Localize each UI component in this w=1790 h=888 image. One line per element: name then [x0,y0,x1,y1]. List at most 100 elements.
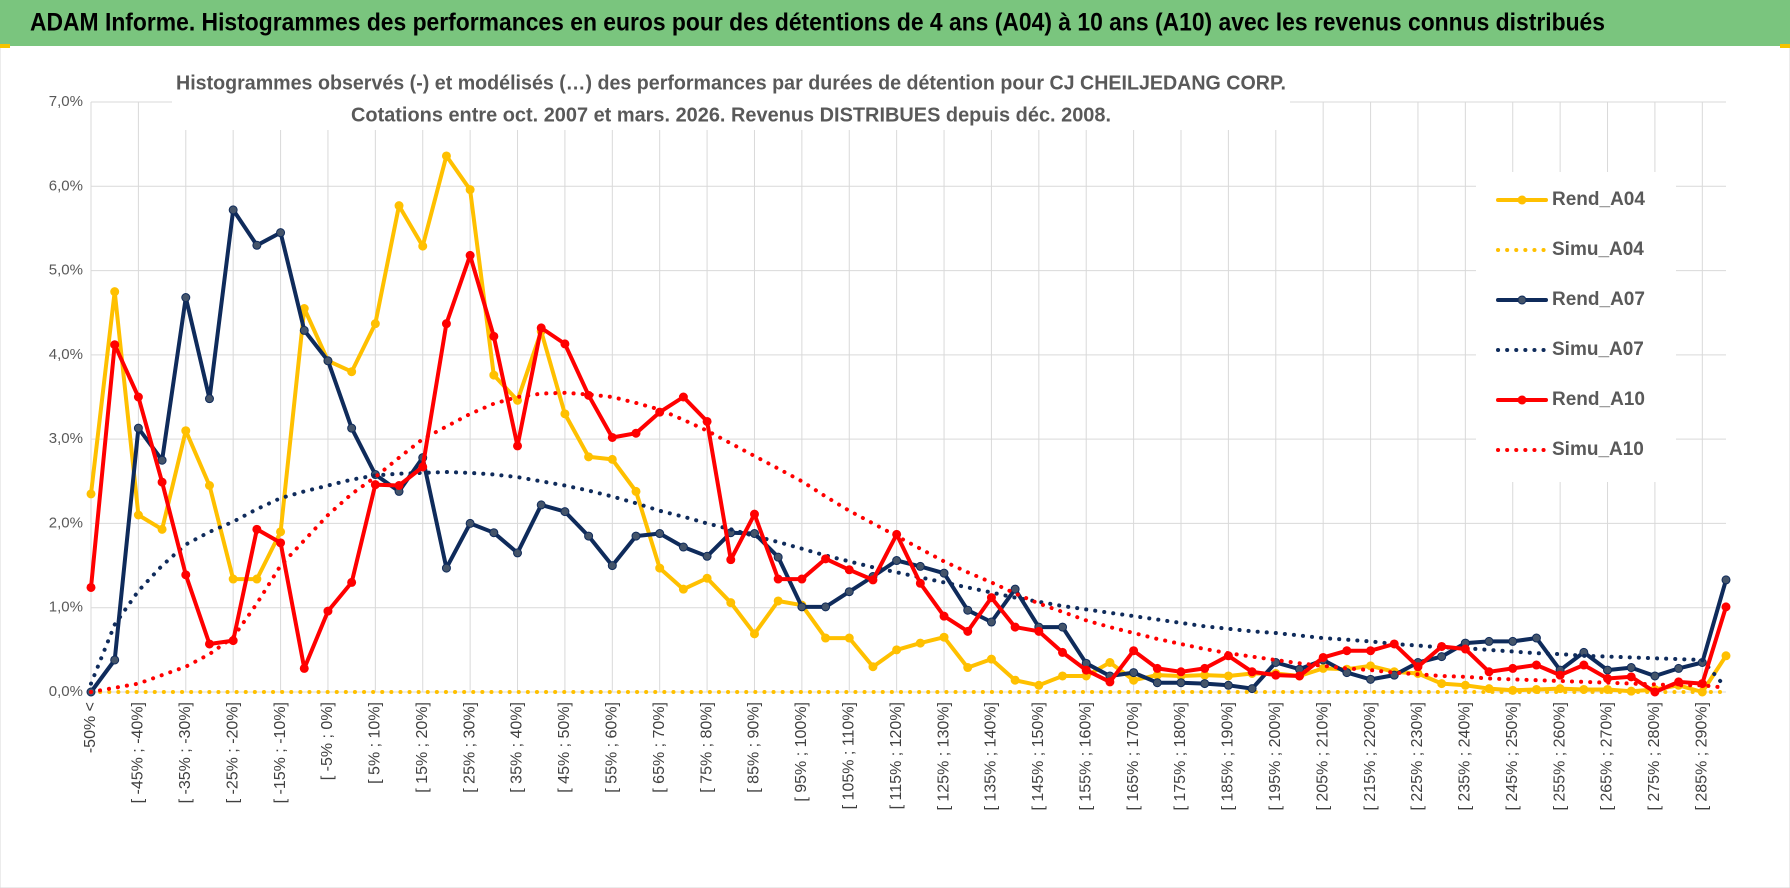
data-point [157,455,167,465]
data-point [86,489,96,499]
x-tick-label: [ 25% ; 30%] [461,702,478,793]
data-point [773,596,783,606]
y-tick-label: 1,0% [49,599,83,616]
data-point [1555,684,1565,694]
data-point [1200,663,1210,673]
data-point [773,552,783,562]
data-point [607,561,617,571]
data-point [1058,622,1068,632]
data-point [370,319,380,329]
x-tick-label: [ 15% ; 20%] [414,702,431,793]
data-point [986,654,996,664]
data-point [1650,671,1660,681]
x-tick-label: [ -25% ; -20%] [224,702,241,803]
data-point [1484,636,1494,646]
legend-label: Simu_A10 [1552,439,1644,460]
data-point [560,409,570,419]
data-point [797,574,807,584]
data-point [252,574,262,584]
data-point [844,587,854,597]
data-point [726,555,736,565]
x-tick-label: [ 105% ; 110%] [840,702,857,809]
data-point [821,633,831,643]
data-point [773,574,783,584]
y-tick-label: 5,0% [49,262,83,279]
y-tick-label: 7,0% [49,93,83,110]
data-point [1366,646,1376,656]
x-tick-label: [ 115% ; 120%] [888,702,905,809]
x-tick-label: [ 155% ; 160%] [1077,702,1094,811]
data-point [347,367,357,377]
data-point [1010,584,1020,594]
data-point [1721,602,1731,612]
legend-label: Rend_A10 [1552,389,1645,410]
data-point [1247,684,1257,694]
data-point [607,454,617,464]
data-point [1034,680,1044,690]
x-tick-label: [ -35% ; -30%] [177,702,194,803]
data-point [489,528,499,538]
data-point [86,582,96,592]
x-tick-label: [ 195% ; 200%] [1267,702,1284,811]
x-tick-label: [ 75% ; 80%] [698,702,715,793]
data-point [299,663,309,673]
data-point [204,481,214,490]
data-point [1200,679,1210,689]
data-point [939,568,949,578]
data-point [584,531,594,541]
data-point [513,441,523,451]
data-point [441,319,451,329]
data-point [892,556,902,566]
data-point [726,598,736,608]
data-point [299,325,309,335]
data-point [1437,679,1447,689]
data-point [133,392,143,402]
data-point [181,570,191,580]
data-point [1129,675,1139,685]
data-point [441,563,451,573]
data-point [1626,663,1636,673]
data-point [915,578,925,588]
data-point [1531,633,1541,643]
chart-title: Histogrammes observés (-) et modélisés (… [176,72,1286,94]
x-tick-label: [ 5% ; 10%] [367,702,384,784]
data-point [1579,660,1589,670]
data-point [1152,663,1162,673]
data-point [133,423,143,433]
data-point [915,561,925,571]
data-point [631,531,641,541]
data-point [560,507,570,517]
x-tick-label: [ -15% ; -10%] [272,702,289,803]
data-point [844,565,854,575]
x-tick-label: [ 285% ; 290%] [1694,702,1711,811]
y-tick-label: 6,0% [49,177,83,194]
data-point [868,575,878,585]
data-point [1058,647,1068,657]
data-point [584,452,594,462]
data-point [1176,667,1186,677]
data-point [1342,646,1352,656]
data-point [228,574,238,584]
x-tick-label: [ 265% ; 270%] [1599,702,1616,811]
data-point [1603,665,1613,675]
x-tick-label: [ 35% ; 40%] [509,702,526,793]
x-tick-label: [ 225% ; 230%] [1409,702,1426,811]
data-point [678,542,688,552]
legend-marker [1517,395,1527,405]
data-point [465,518,475,528]
data-point [133,510,143,520]
data-point [678,584,688,594]
model-line [89,470,1728,690]
data-point [276,527,286,537]
header-title: ADAM Informe. Histogrammes des performan… [30,9,1605,37]
data-point [1034,626,1044,636]
data-point [157,477,167,487]
x-tick-label: [ 135% ; 140%] [983,702,1000,811]
data-point [915,638,925,648]
data-point [347,423,357,433]
data-point [276,538,286,548]
data-point [1294,671,1304,681]
legend-label: Rend_A07 [1552,289,1645,310]
data-point [110,655,120,665]
